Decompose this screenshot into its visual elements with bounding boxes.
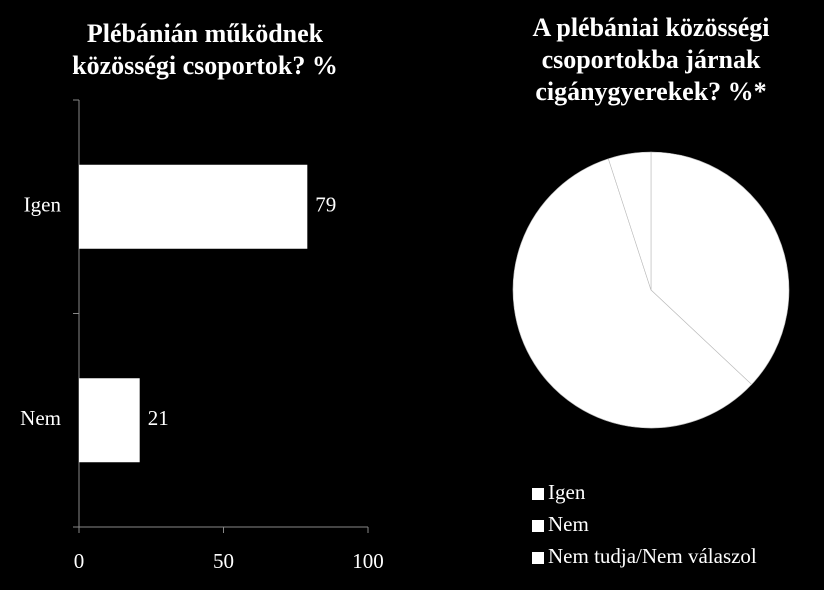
pie-slice (650, 151, 790, 385)
legend-label: Nem (548, 512, 589, 536)
y-tick-label: Nem (20, 406, 61, 430)
bar (79, 378, 140, 463)
y-tick-label: Igen (24, 193, 62, 217)
pie-slice (607, 151, 652, 291)
x-tick-label: 100 (352, 549, 384, 573)
x-tick-label: 0 (74, 549, 85, 573)
x-tick-label: 50 (213, 549, 234, 573)
pie-title: A plébániai közösségi csoportokba járnak… (532, 13, 770, 106)
legend-label: Nem tudja/Nem válaszol (548, 544, 757, 568)
value-label: 21 (148, 406, 169, 430)
bar (79, 164, 308, 249)
legend-swatch (532, 520, 544, 532)
value-label: 79 (315, 193, 336, 217)
legend-swatch (532, 488, 544, 500)
legend-label: Igen (548, 480, 586, 504)
pie-slice (512, 158, 753, 429)
legend-swatch (532, 552, 544, 564)
bar-title: Plébánián működnek közösségi csoportok? … (72, 19, 338, 80)
